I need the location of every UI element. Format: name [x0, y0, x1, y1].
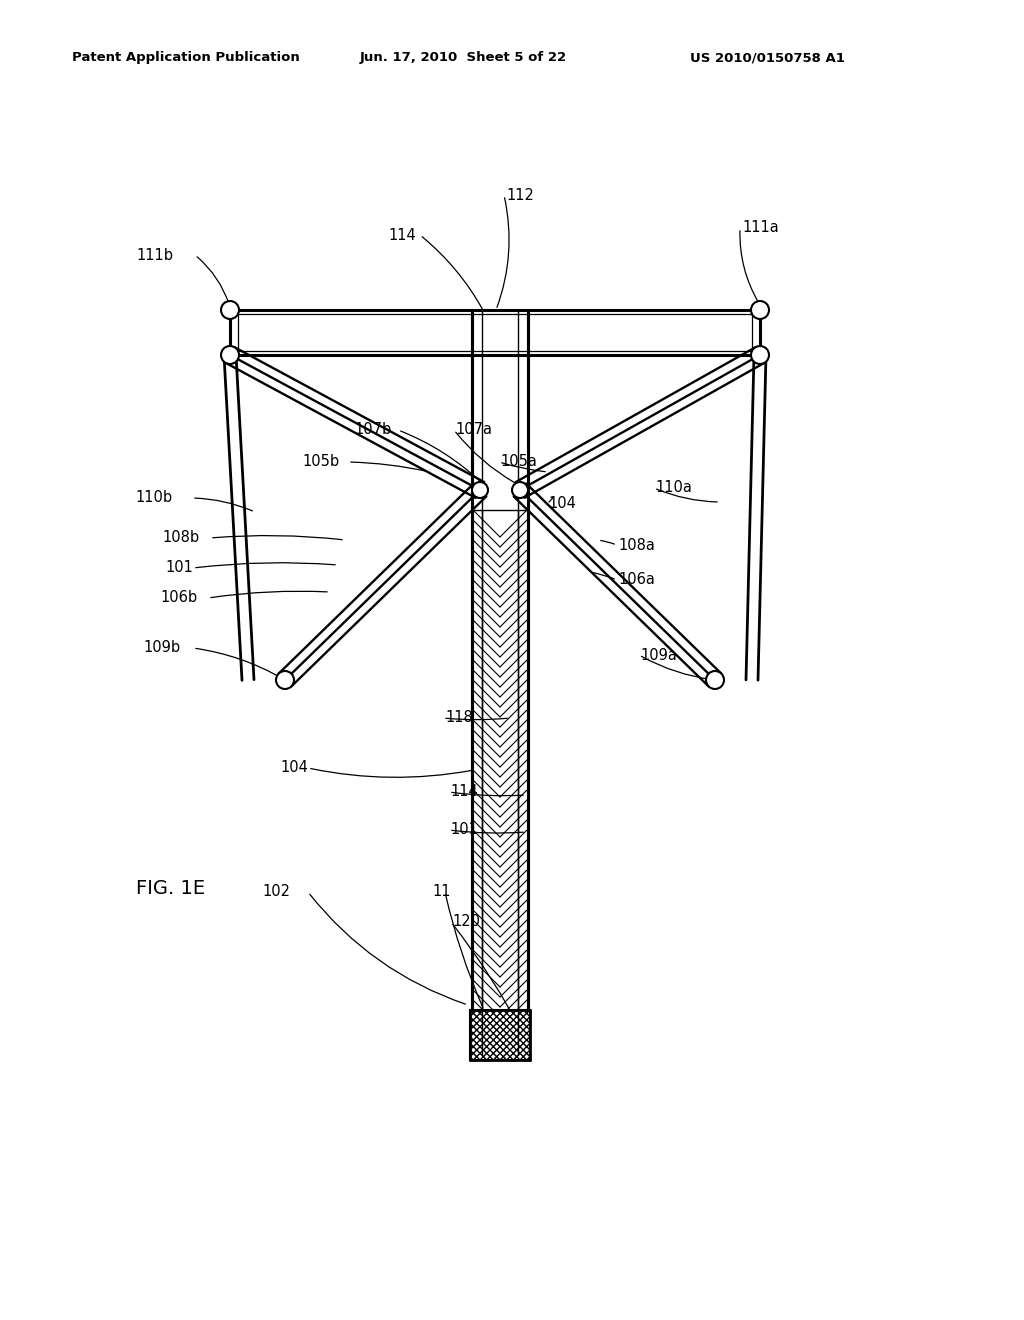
Text: 110a: 110a [655, 480, 692, 495]
Text: 105a: 105a [500, 454, 537, 470]
Circle shape [221, 346, 239, 364]
Bar [472, 510, 528, 1010]
Text: 107a: 107a [455, 422, 492, 437]
Text: 106a: 106a [618, 573, 655, 587]
Circle shape [276, 671, 294, 689]
Text: 108b: 108b [162, 531, 199, 545]
Circle shape [512, 482, 528, 498]
Circle shape [706, 671, 724, 689]
Text: Patent Application Publication: Patent Application Publication [72, 51, 300, 65]
Text: 102: 102 [262, 884, 290, 899]
Text: 105b: 105b [302, 454, 339, 470]
Circle shape [751, 346, 769, 364]
Text: Jun. 17, 2010  Sheet 5 of 22: Jun. 17, 2010 Sheet 5 of 22 [360, 51, 567, 65]
Text: 11: 11 [432, 884, 451, 899]
Text: 120: 120 [452, 915, 480, 929]
Text: 101: 101 [450, 822, 478, 837]
Text: US 2010/0150758 A1: US 2010/0150758 A1 [690, 51, 845, 65]
Text: 114: 114 [388, 227, 416, 243]
Text: 106b: 106b [160, 590, 198, 606]
Text: 111a: 111a [742, 220, 778, 235]
Text: 107b: 107b [354, 422, 391, 437]
Text: 112: 112 [506, 187, 534, 202]
Text: 110b: 110b [135, 491, 172, 506]
Text: 101: 101 [165, 561, 193, 576]
Circle shape [472, 482, 488, 498]
Text: 108a: 108a [618, 537, 655, 553]
Text: FIG. 1E: FIG. 1E [136, 879, 205, 898]
Text: 104: 104 [548, 496, 575, 511]
Bar [470, 1010, 530, 1060]
Circle shape [751, 301, 769, 319]
Text: 111b: 111b [136, 248, 173, 263]
Text: 104: 104 [280, 760, 308, 776]
Circle shape [221, 301, 239, 319]
Text: 118: 118 [445, 710, 473, 726]
Text: 109b: 109b [143, 640, 180, 656]
Text: 109a: 109a [640, 648, 677, 663]
Text: 114: 114 [450, 784, 478, 800]
